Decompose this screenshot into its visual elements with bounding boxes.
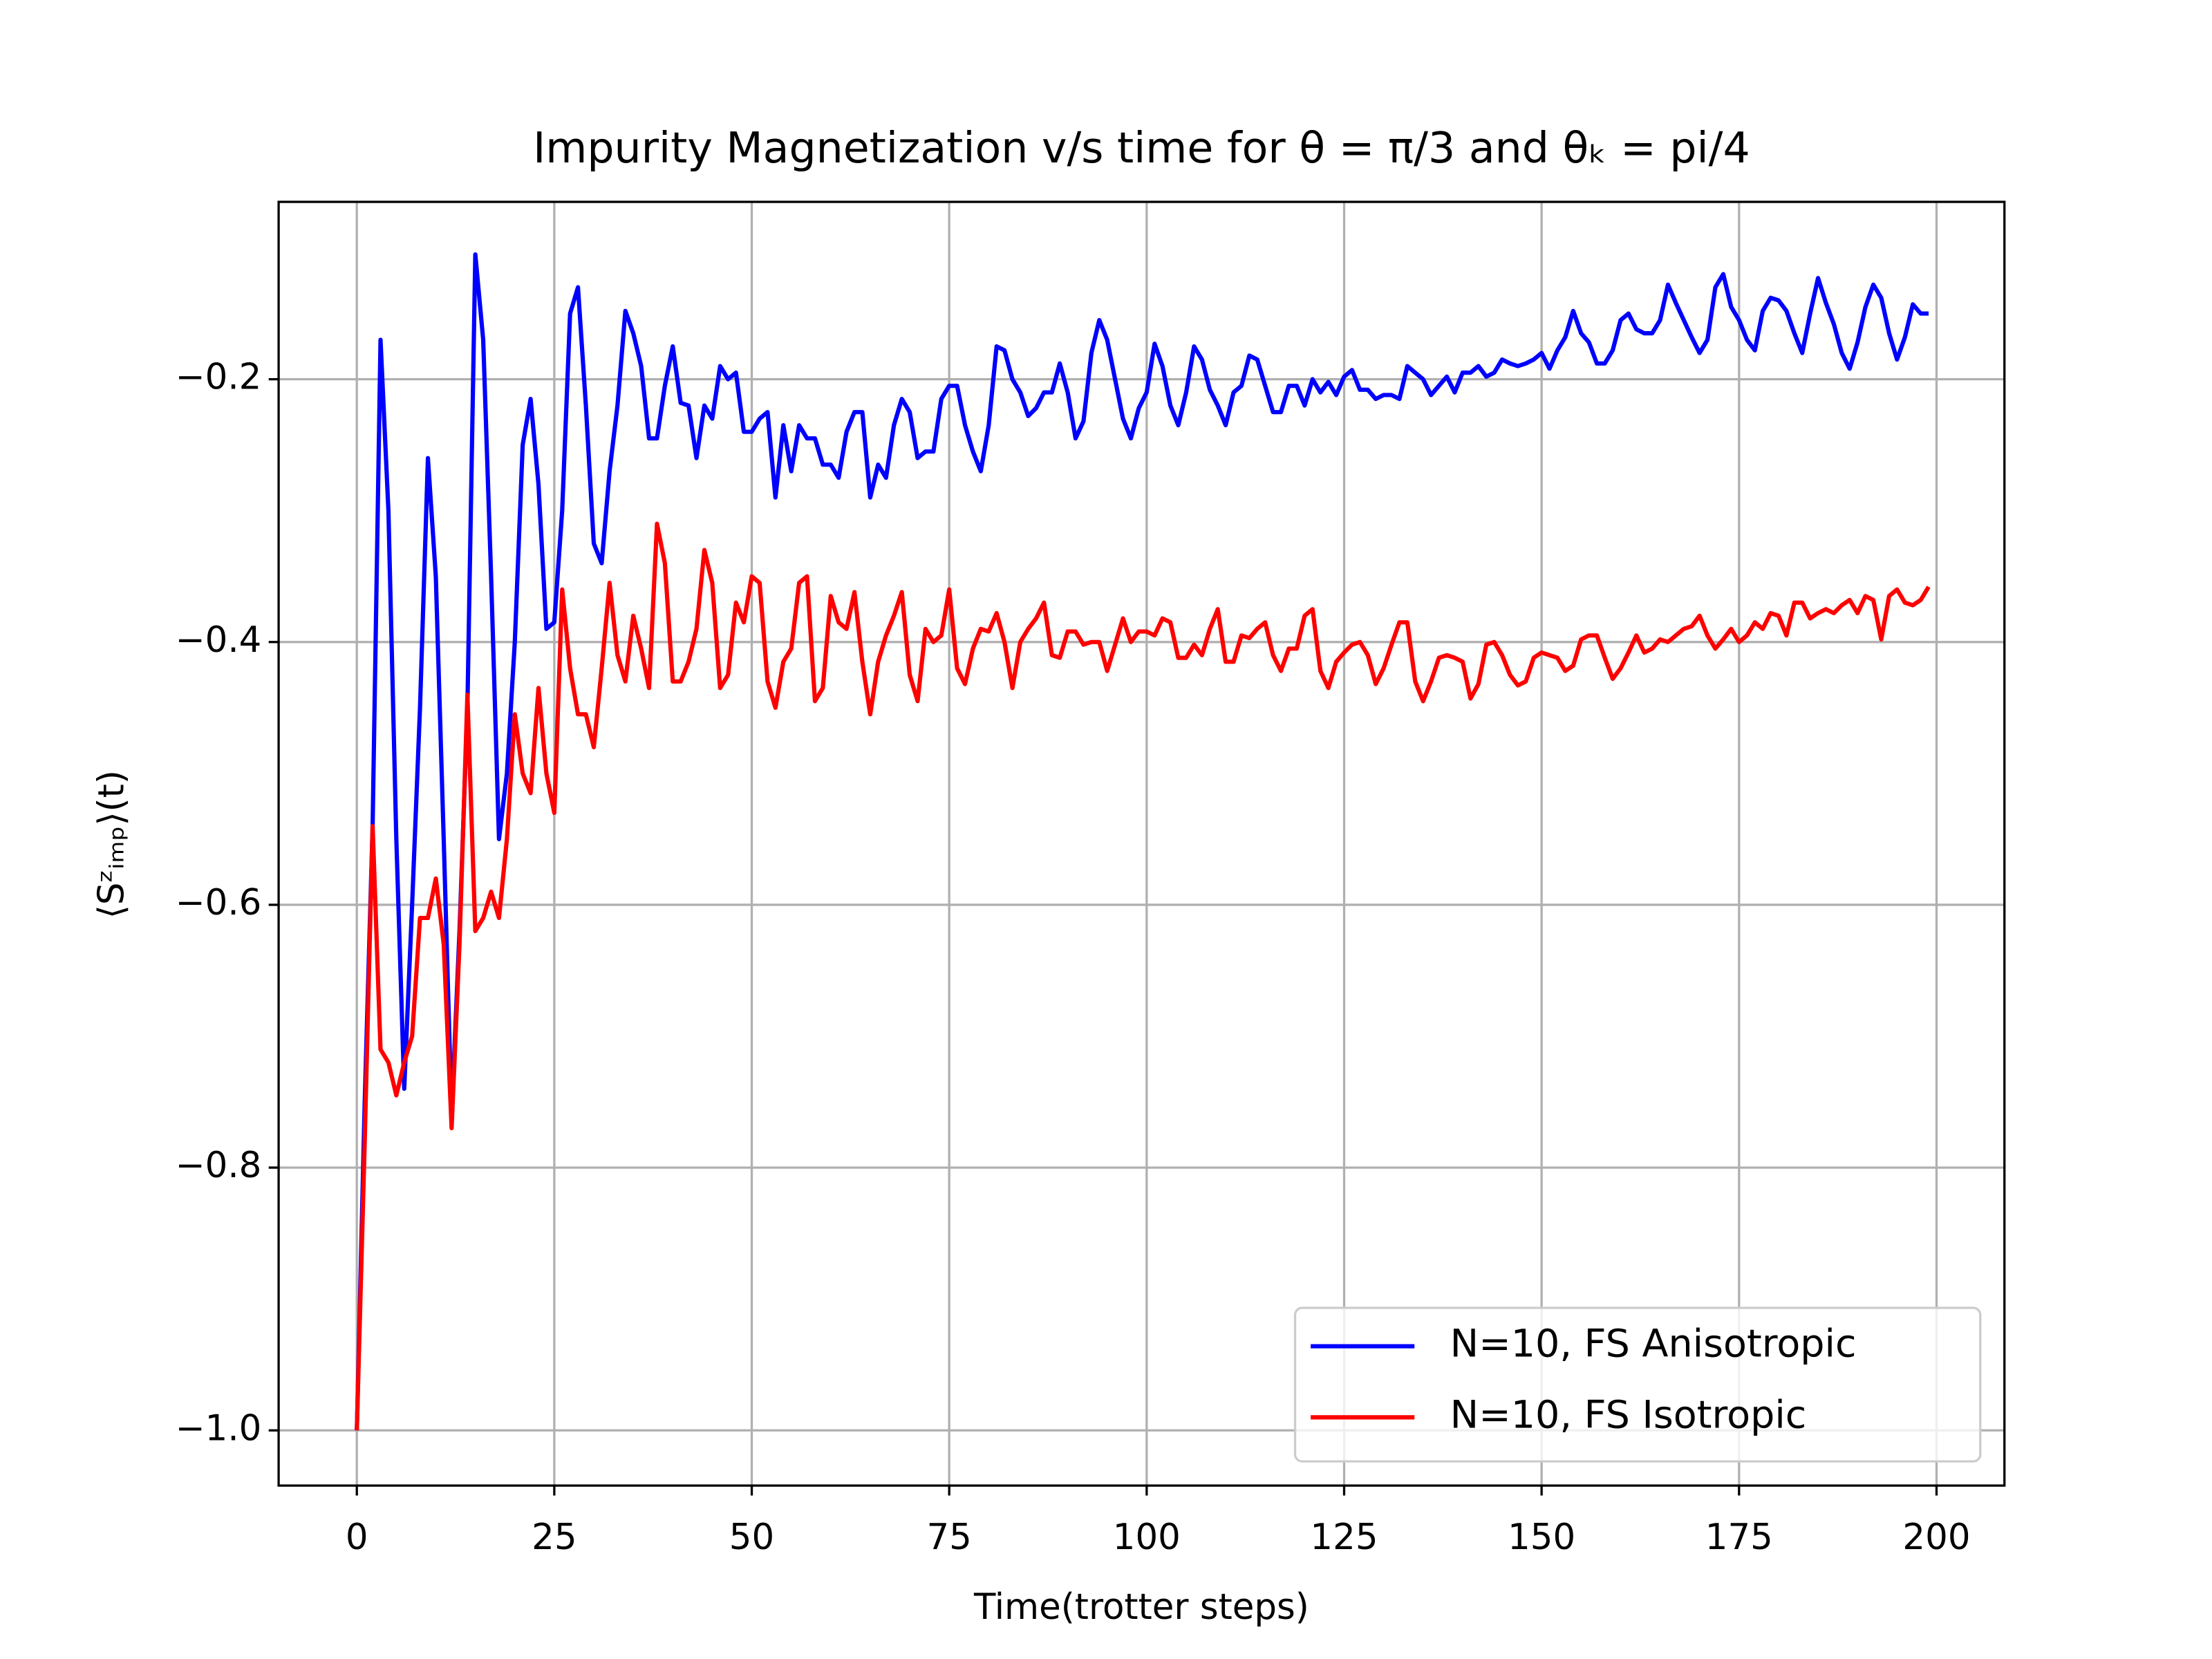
chart-title: Impurity Magnetization v/s time for θ = … [533, 123, 1750, 173]
x-tick-label: 25 [532, 1517, 577, 1558]
legend-label: N=10, FS Anisotropic [1450, 1322, 1857, 1367]
x-tick-label: 75 [926, 1517, 971, 1558]
series-line [355, 252, 1929, 1431]
series-line [355, 521, 1931, 1431]
legend-box [1293, 1306, 1982, 1463]
x-tick-label: 50 [729, 1517, 774, 1558]
y-tick-label: −0.2 [176, 357, 262, 398]
y-axis-label: ⟨Sᶻᵢₘₚ⟩(t) [91, 770, 133, 919]
legend-label: N=10, FS Isotropic [1450, 1393, 1807, 1438]
legend: N=10, FS Anisotropic N=10, FS Isotropic [1293, 1306, 1982, 1463]
x-tick-label: 200 [1902, 1517, 1970, 1558]
axes-frame [277, 200, 2006, 1487]
x-axis-label: Time(trotter steps) [973, 1586, 1309, 1628]
x-tick-label: 150 [1508, 1517, 1575, 1558]
y-tick-label: −0.8 [176, 1145, 262, 1186]
x-tick-label: 100 [1113, 1517, 1181, 1558]
x-tick-label: 0 [346, 1517, 368, 1558]
x-tick-label: 175 [1705, 1517, 1773, 1558]
y-tick-label: −0.6 [176, 882, 262, 924]
x-tick-label: 125 [1310, 1517, 1378, 1558]
y-tick-label: −0.4 [176, 619, 262, 661]
y-tick-label: −1.0 [176, 1407, 262, 1449]
